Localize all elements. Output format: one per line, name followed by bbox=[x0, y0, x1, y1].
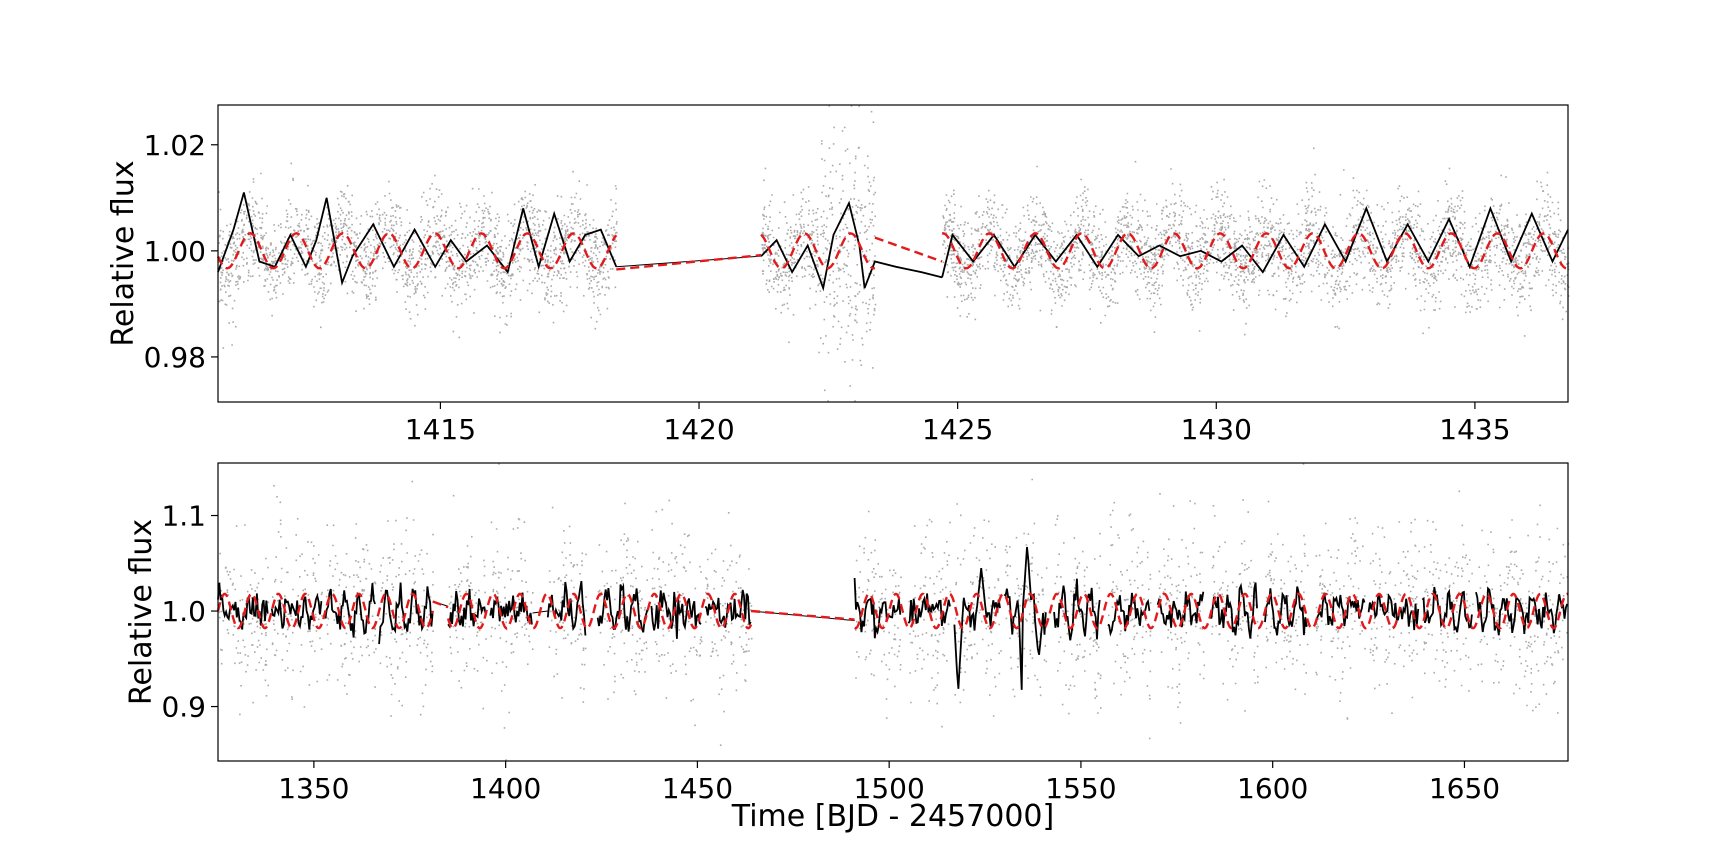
data-point-cloud bbox=[218, 463, 1570, 761]
binned-flux-line bbox=[760, 200, 943, 292]
bottom-data-points bbox=[218, 463, 1570, 761]
y-tick-label: 1.02 bbox=[144, 129, 206, 162]
x-tick-label: 1650 bbox=[1429, 772, 1500, 805]
panel-full: 1350 1400 1450 1500 1550 1600 1650 0.9 1.0 1.1 R… bbox=[124, 462, 1570, 834]
x-tick-label: 1450 bbox=[662, 772, 733, 805]
y-tick-label: 0.9 bbox=[161, 691, 206, 724]
x-tick-label: 1550 bbox=[1045, 772, 1116, 805]
top-ylabel: Relative flux bbox=[106, 160, 141, 346]
y-tick-label: 1.1 bbox=[161, 500, 206, 533]
x-axis-title: Time [BJD - 2457000] bbox=[731, 799, 1054, 834]
y-tick-label: 0.98 bbox=[144, 341, 206, 374]
binned-flux-line bbox=[217, 546, 1569, 690]
bottom-ylabel: Relative flux bbox=[124, 519, 159, 705]
binned-flux-line bbox=[217, 192, 618, 286]
y-tick-label: 1.00 bbox=[144, 235, 206, 268]
x-tick-label: 1430 bbox=[1181, 413, 1252, 446]
x-tick-label: 1425 bbox=[922, 413, 993, 446]
top-y-axis: 0.98 1.00 1.02 bbox=[144, 129, 218, 374]
x-tick-label: 1435 bbox=[1439, 413, 1510, 446]
model-line bbox=[216, 232, 1569, 271]
top-model-curve bbox=[216, 232, 1569, 271]
x-tick-label: 1500 bbox=[854, 772, 925, 805]
x-tick-label: 1400 bbox=[470, 772, 541, 805]
x-tick-label: 1420 bbox=[663, 413, 734, 446]
bottom-model-curve bbox=[216, 592, 1569, 630]
bottom-y-axis: 0.9 1.0 1.1 bbox=[161, 500, 218, 724]
x-tick-label: 1350 bbox=[278, 772, 349, 805]
data-point-cloud bbox=[218, 105, 1570, 402]
top-data-points bbox=[218, 105, 1570, 402]
panel-zoom: 1415 1420 1425 1430 1435 0.98 1.00 1.02 Relati… bbox=[106, 104, 1570, 446]
top-x-axis: 1415 1420 1425 1430 1435 bbox=[405, 402, 1511, 446]
bottom-axes-frame bbox=[217, 462, 1569, 762]
model-line bbox=[216, 592, 1569, 630]
y-tick-label: 1.0 bbox=[161, 595, 206, 628]
bottom-x-axis: 1350 1400 1450 1500 1550 1600 1650 bbox=[278, 761, 1500, 805]
x-tick-label: 1415 bbox=[405, 413, 476, 446]
x-tick-label: 1600 bbox=[1237, 772, 1308, 805]
top-axes-frame bbox=[217, 104, 1569, 403]
